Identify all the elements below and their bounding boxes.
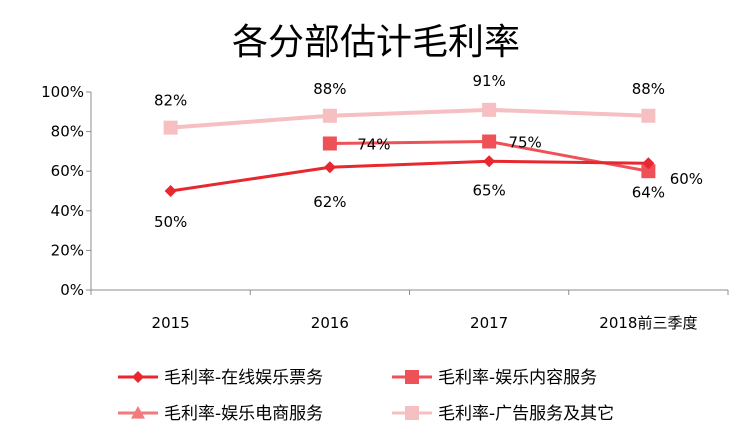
y-tick-label: 40% bbox=[51, 202, 84, 220]
x-axis-ticks: 2015 2016 2017 2018前三季度 bbox=[90, 290, 729, 332]
y-tick-label: 60% bbox=[51, 162, 84, 180]
data-point bbox=[482, 134, 497, 149]
data-point bbox=[483, 155, 496, 168]
series-line bbox=[170, 159, 649, 193]
legend-label: 毛利率-广告服务及其它 bbox=[438, 404, 614, 424]
y-tick-label: 100% bbox=[41, 83, 84, 101]
data-labels: 82% 88% 91% 88% 74% 75% 60% 50% 62% 65% 64% bbox=[154, 72, 703, 231]
legend-swatch-marker bbox=[132, 371, 144, 383]
series-line bbox=[170, 107, 649, 130]
data-point bbox=[323, 161, 336, 174]
legend-label: 毛利率-娱乐电商服务 bbox=[164, 404, 323, 424]
data-label: 88% bbox=[632, 80, 665, 98]
data-point bbox=[641, 164, 656, 179]
data-label: 50% bbox=[154, 213, 187, 231]
data-label: 64% bbox=[632, 183, 665, 201]
legend-label: 毛利率-在线娱乐票务 bbox=[164, 368, 323, 388]
data-point bbox=[163, 120, 178, 135]
y-axis-ticks: 0% 20% 40% 60% 80% 100% bbox=[41, 83, 91, 299]
data-point bbox=[482, 102, 497, 117]
data-point bbox=[322, 108, 337, 123]
data-label: 65% bbox=[472, 181, 505, 199]
x-tick-label: 2017 bbox=[470, 314, 508, 332]
legend-label: 毛利率-娱乐内容服务 bbox=[438, 368, 597, 388]
data-point bbox=[641, 108, 656, 123]
data-point bbox=[322, 136, 337, 151]
data-label: 60% bbox=[670, 170, 703, 188]
data-label: 82% bbox=[154, 92, 187, 110]
legend-swatch-marker bbox=[131, 406, 145, 419]
data-label: 91% bbox=[472, 72, 505, 90]
legend-swatch-marker bbox=[405, 370, 419, 384]
y-tick-label: 20% bbox=[51, 241, 84, 259]
legend-swatch-marker bbox=[405, 406, 419, 420]
x-tick-label: 2015 bbox=[152, 314, 190, 332]
data-label: 75% bbox=[508, 134, 541, 152]
data-point bbox=[164, 185, 177, 197]
data-label: 74% bbox=[357, 135, 390, 153]
data-point bbox=[642, 157, 655, 170]
y-tick-label: 0% bbox=[60, 281, 84, 299]
series-lines bbox=[170, 107, 649, 193]
data-label: 88% bbox=[313, 80, 346, 98]
data-label: 62% bbox=[313, 193, 346, 211]
series-markers bbox=[163, 102, 656, 197]
x-tick-label: 2016 bbox=[311, 314, 349, 332]
chart-title: 各分部估计毛利率 bbox=[232, 22, 520, 63]
x-tick-label: 2018前三季度 bbox=[599, 314, 697, 332]
y-tick-label: 80% bbox=[51, 123, 84, 141]
